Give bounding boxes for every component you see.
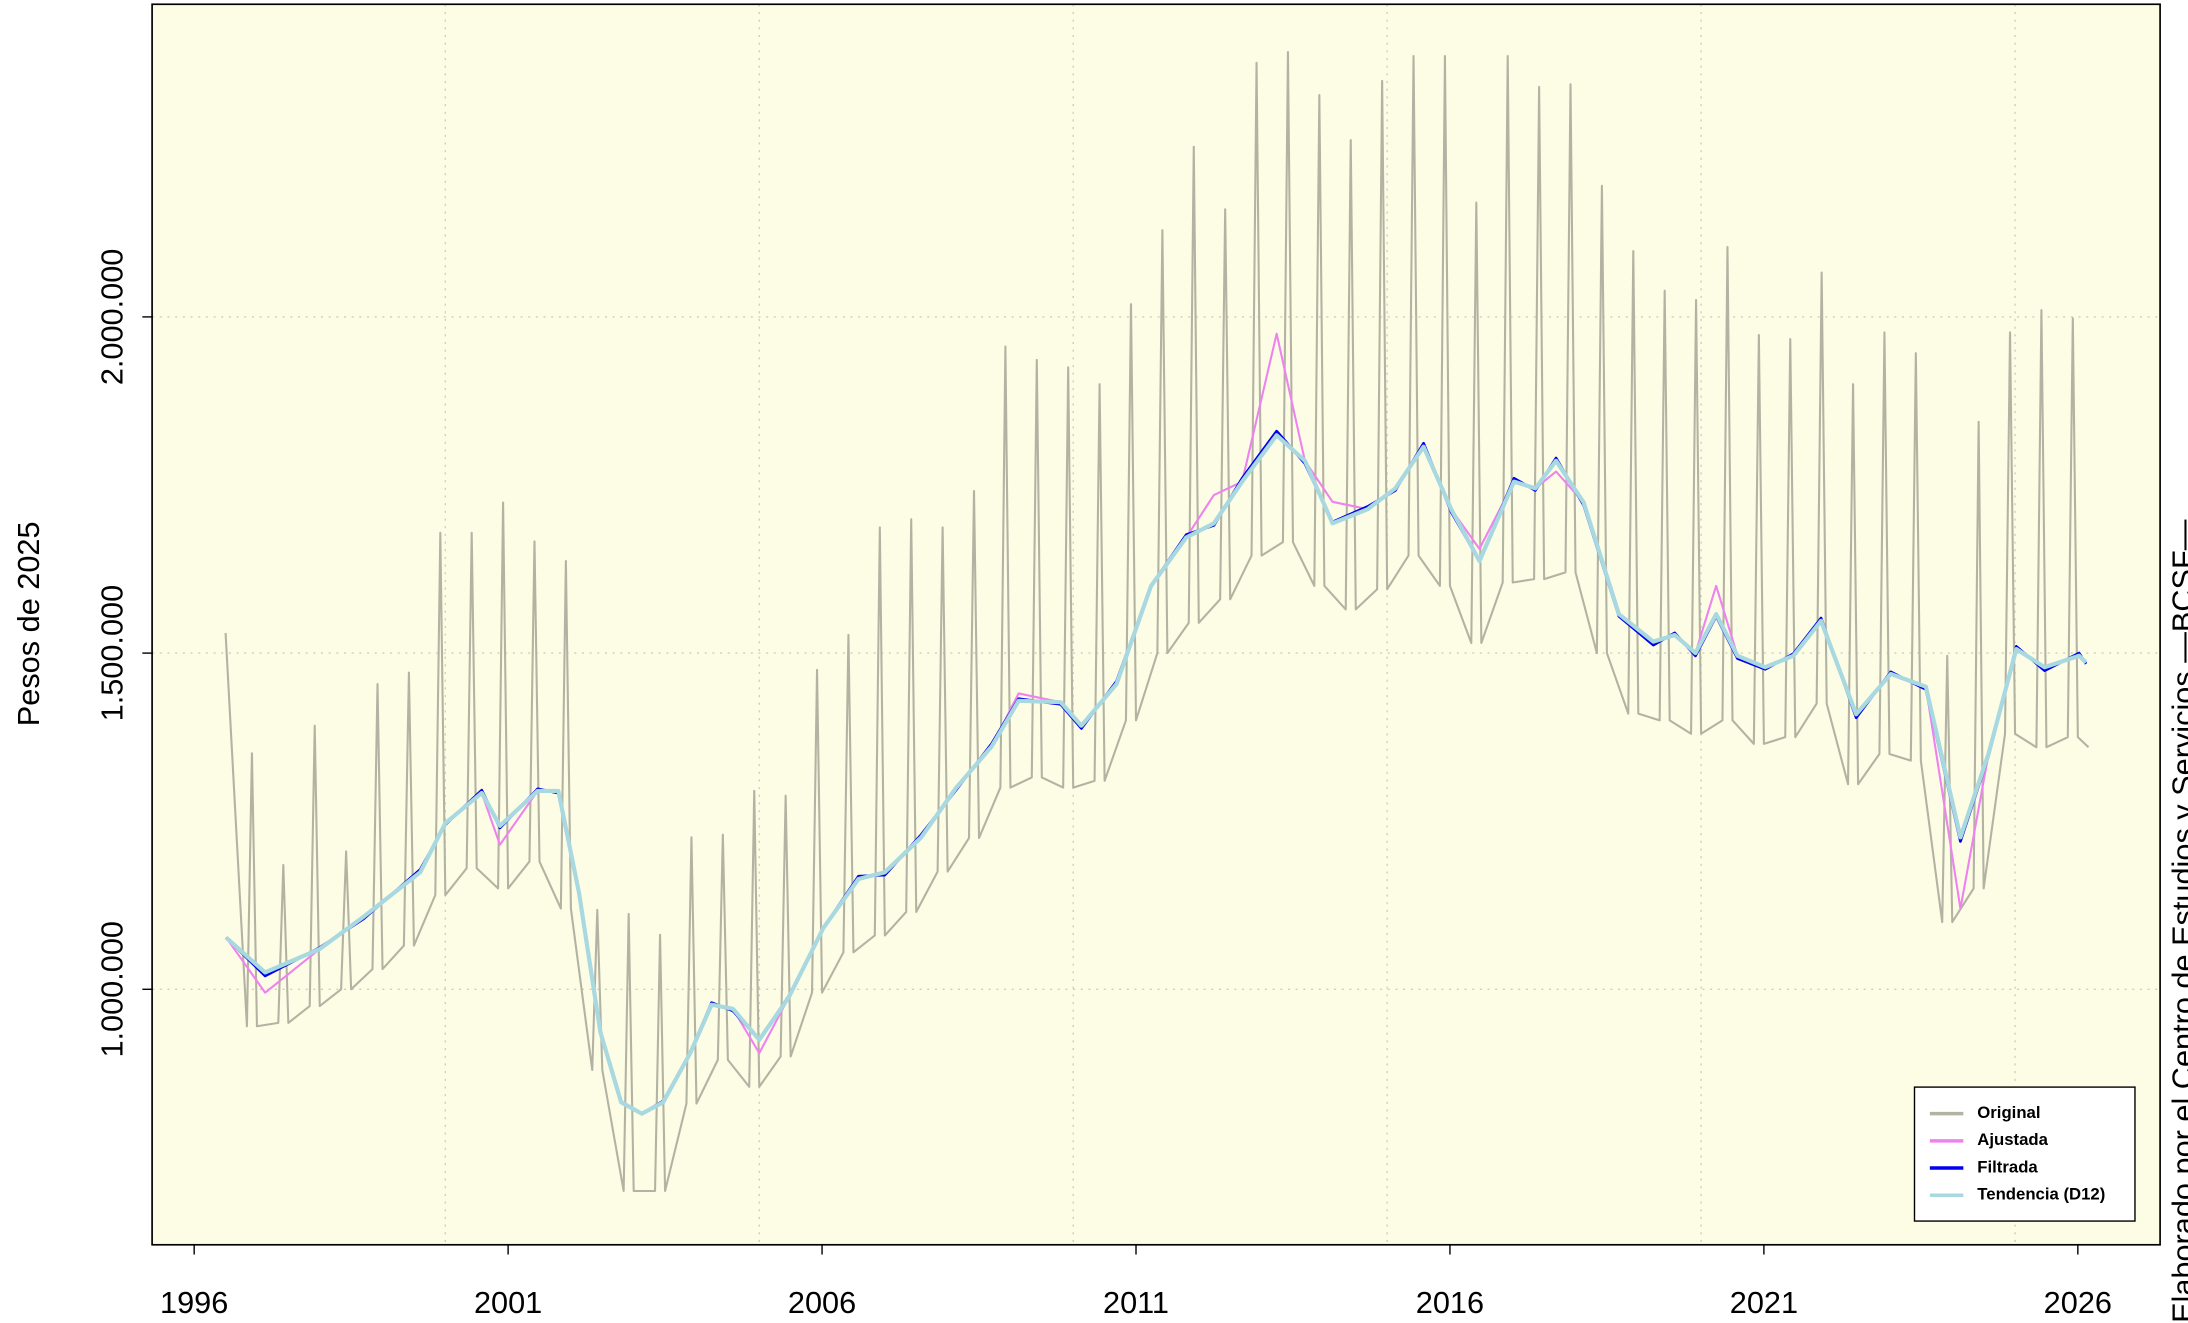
series-line (224, 433, 2088, 1116)
legend-label: Filtrada (1977, 1157, 2038, 1176)
x-tick-label: 1996 (160, 1285, 228, 1320)
y-tick-label: 1.000.000 (95, 921, 130, 1058)
x-tick-label: 2021 (1730, 1285, 1798, 1320)
y-tick-label: 2.000.000 (95, 249, 130, 386)
legend-label: Tendencia (D12) (1977, 1185, 2105, 1204)
x-tick-label: 2016 (1416, 1285, 1484, 1320)
legend-box (1913, 1086, 2136, 1222)
axes: 1.000.000 1.500.000 2.000.000 1996 2001 2006 2… (95, 249, 2112, 1320)
legend-label: Ajustada (1977, 1130, 2048, 1149)
plot-frame (151, 3, 2161, 1246)
side-note: Elaborado por el Centro de Estudios y Se… (2165, 519, 2188, 1323)
y-tick-label: 1.500.000 (95, 585, 130, 722)
x-tick-label: 2001 (474, 1285, 542, 1320)
x-tick-label: 2006 (788, 1285, 856, 1320)
legend: Original Ajustada Filtrada Tendencia (D12) (1913, 1086, 2136, 1222)
legend-label: Original (1977, 1103, 2040, 1122)
lines (224, 50, 2090, 1193)
plot-background (152, 4, 2161, 1245)
y-axis-title: Pesos de 2025 (11, 521, 46, 726)
x-tick-label: 2026 (2044, 1285, 2112, 1320)
x-tick-label: 2011 (1103, 1285, 1169, 1320)
series-line (224, 50, 2090, 1193)
